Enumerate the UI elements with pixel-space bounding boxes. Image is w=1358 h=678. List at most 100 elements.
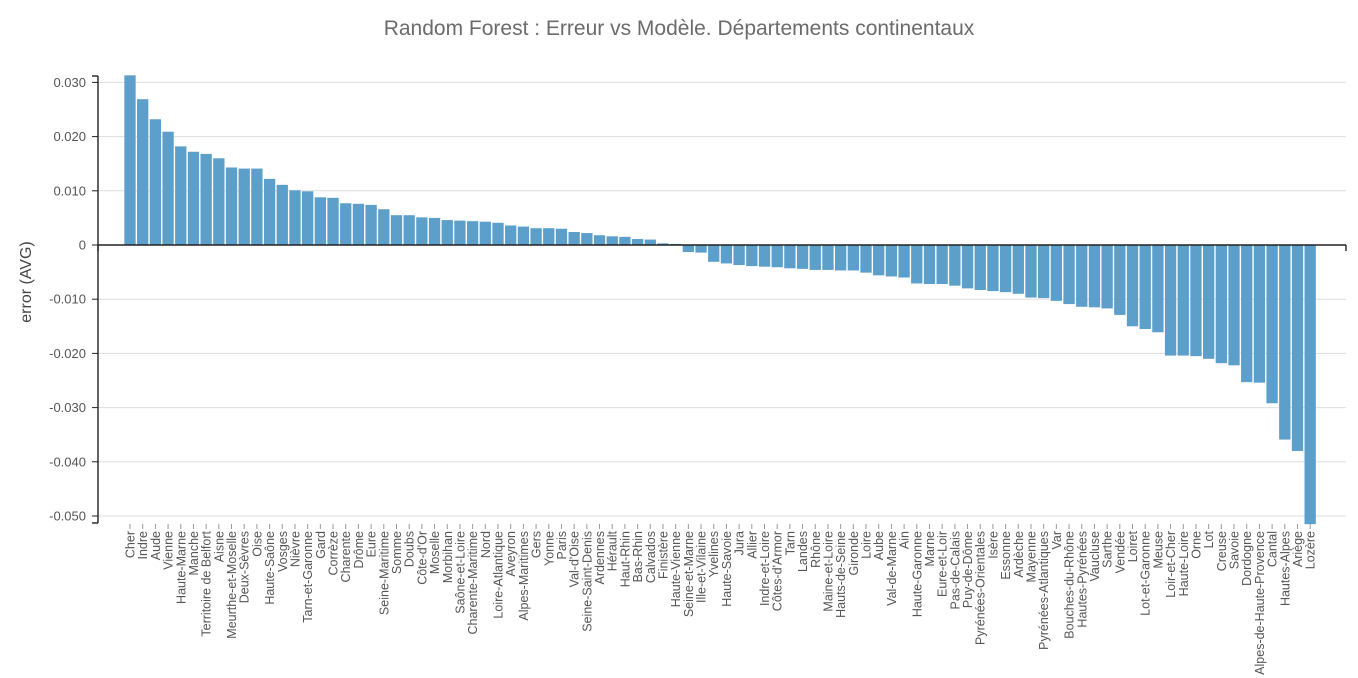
- bar[interactable]: [708, 245, 720, 262]
- bar[interactable]: [1152, 245, 1164, 333]
- bar[interactable]: [530, 228, 542, 245]
- bar[interactable]: [213, 158, 225, 245]
- bar[interactable]: [873, 245, 885, 276]
- bar[interactable]: [225, 167, 238, 245]
- bar[interactable]: [682, 245, 695, 253]
- bar[interactable]: [327, 197, 339, 245]
- bar[interactable]: [771, 245, 783, 268]
- bar[interactable]: [1114, 245, 1126, 315]
- bar[interactable]: [961, 245, 974, 289]
- bar[interactable]: [187, 151, 200, 245]
- bar[interactable]: [314, 197, 326, 245]
- bar[interactable]: [949, 245, 961, 286]
- x-tick-label: Haute-Garonne: [910, 531, 924, 617]
- bar[interactable]: [1291, 245, 1304, 451]
- bar[interactable]: [796, 245, 809, 269]
- bar[interactable]: [733, 245, 745, 266]
- bar[interactable]: [923, 245, 936, 285]
- bar[interactable]: [441, 220, 453, 245]
- bar[interactable]: [1101, 245, 1113, 309]
- bar[interactable]: [263, 178, 276, 245]
- bar[interactable]: [1012, 245, 1024, 294]
- bar[interactable]: [1304, 245, 1316, 525]
- bar[interactable]: [276, 184, 288, 245]
- bar[interactable]: [898, 245, 910, 278]
- bar[interactable]: [416, 217, 428, 245]
- bar[interactable]: [340, 203, 352, 245]
- x-tick-label: Saône-et-Loire: [453, 531, 467, 614]
- bar[interactable]: [593, 235, 606, 245]
- bar[interactable]: [644, 239, 656, 245]
- bar[interactable]: [1215, 245, 1227, 364]
- bar[interactable]: [834, 245, 847, 271]
- bar[interactable]: [568, 231, 580, 245]
- bar[interactable]: [251, 168, 263, 245]
- bar[interactable]: [860, 245, 872, 273]
- bar[interactable]: [1228, 245, 1240, 366]
- x-tick-label: Aisne: [212, 531, 226, 562]
- bar[interactable]: [302, 191, 314, 245]
- bar[interactable]: [1139, 245, 1151, 330]
- bar[interactable]: [987, 245, 999, 292]
- bar[interactable]: [1164, 245, 1177, 356]
- bar[interactable]: [606, 236, 618, 245]
- bar[interactable]: [1177, 245, 1189, 356]
- bar[interactable]: [1253, 245, 1266, 383]
- bar[interactable]: [911, 245, 923, 284]
- bar[interactable]: [238, 168, 250, 245]
- bar[interactable]: [619, 236, 631, 245]
- bar[interactable]: [175, 146, 187, 245]
- bar[interactable]: [403, 215, 415, 245]
- bar[interactable]: [1038, 245, 1050, 299]
- bar[interactable]: [543, 228, 555, 245]
- bar[interactable]: [479, 221, 491, 245]
- bar[interactable]: [974, 245, 986, 290]
- bar[interactable]: [631, 239, 644, 245]
- bar[interactable]: [847, 245, 859, 271]
- bar[interactable]: [1190, 245, 1202, 357]
- bar[interactable]: [784, 245, 796, 269]
- bar[interactable]: [999, 245, 1012, 293]
- bar[interactable]: [137, 99, 149, 245]
- bar[interactable]: [885, 245, 898, 277]
- bar[interactable]: [746, 245, 758, 267]
- bar[interactable]: [1025, 245, 1037, 298]
- bar[interactable]: [1203, 245, 1215, 359]
- bar[interactable]: [149, 119, 162, 245]
- bar[interactable]: [466, 221, 479, 245]
- x-tick-label: Haute-Saône: [263, 531, 277, 605]
- x-tick-label: Haute-Loire: [1177, 531, 1191, 596]
- bar[interactable]: [1279, 245, 1291, 440]
- bar[interactable]: [492, 222, 504, 245]
- bar[interactable]: [809, 245, 821, 270]
- bar[interactable]: [1241, 245, 1253, 383]
- x-tick-label: Dordogne: [1240, 531, 1254, 586]
- bar[interactable]: [555, 228, 568, 245]
- bar[interactable]: [390, 215, 403, 245]
- bar[interactable]: [124, 75, 136, 245]
- x-tick-label: Var: [1050, 531, 1064, 550]
- bar[interactable]: [365, 204, 377, 245]
- bar[interactable]: [454, 220, 466, 245]
- bar[interactable]: [1126, 245, 1139, 327]
- bar[interactable]: [378, 209, 390, 245]
- bar[interactable]: [289, 190, 301, 245]
- bar[interactable]: [1088, 245, 1101, 308]
- bar[interactable]: [1063, 245, 1075, 305]
- bar[interactable]: [695, 245, 707, 253]
- bar[interactable]: [1076, 245, 1088, 307]
- bar[interactable]: [428, 217, 441, 245]
- bar[interactable]: [200, 153, 212, 245]
- bar[interactable]: [657, 243, 669, 245]
- bar[interactable]: [581, 233, 593, 245]
- bar[interactable]: [1266, 245, 1278, 404]
- bar[interactable]: [352, 203, 365, 245]
- bar[interactable]: [720, 245, 733, 264]
- bar[interactable]: [505, 225, 517, 245]
- bar[interactable]: [1050, 245, 1063, 301]
- bar[interactable]: [936, 245, 948, 285]
- bar[interactable]: [517, 226, 530, 245]
- bar[interactable]: [822, 245, 834, 270]
- bar[interactable]: [162, 131, 174, 245]
- bar[interactable]: [758, 245, 771, 267]
